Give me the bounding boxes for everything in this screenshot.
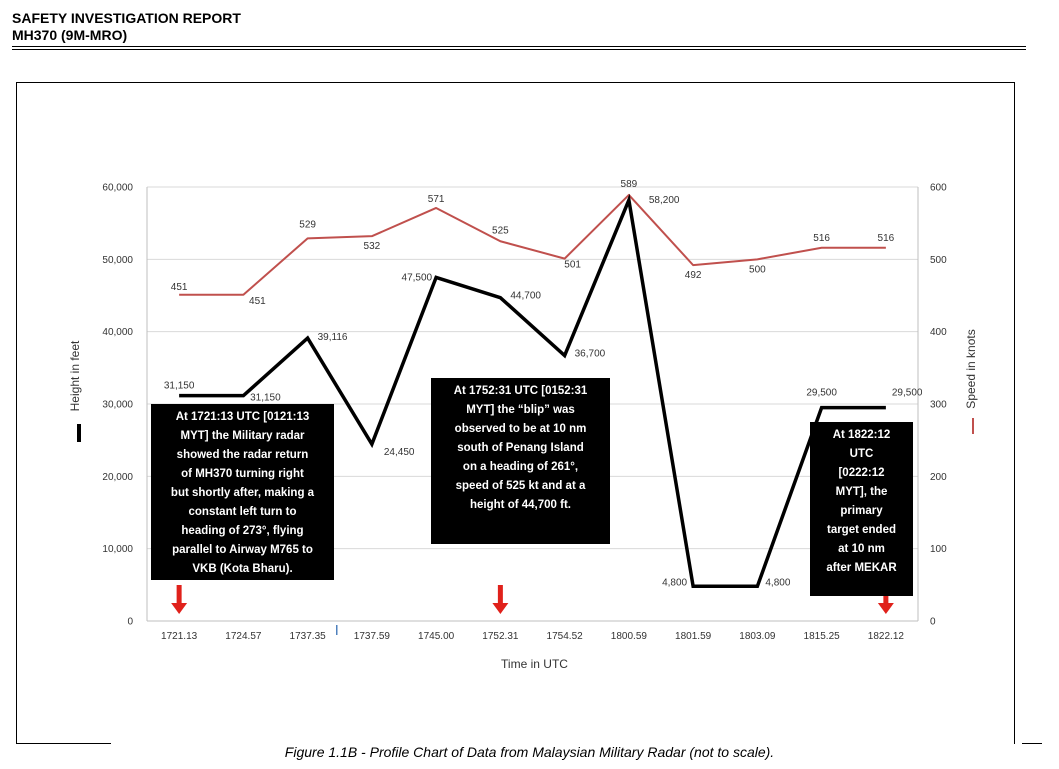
y-right-axis-title: Speed in knots <box>964 329 978 408</box>
speed-data-label: 571 <box>428 194 445 205</box>
frame-bottom-right <box>1022 743 1042 744</box>
annotation-line: of MH370 turning right <box>181 468 304 480</box>
speed-data-label: 451 <box>171 282 188 293</box>
speed-data-label: 516 <box>878 233 895 244</box>
y-left-tick-label: 20,000 <box>102 472 133 483</box>
annotation-line: height of 44,700 ft. <box>470 499 571 511</box>
chart-frame <box>16 82 1015 744</box>
annotation-box-1752: At 1752:31 UTC [0152:31 MYT] the “blip” w… <box>431 378 610 544</box>
annotation-line: south of Penang Island <box>457 442 584 454</box>
speed-data-label: 525 <box>492 225 509 236</box>
frame-bottom-left <box>16 743 111 744</box>
speed-data-label: 529 <box>299 219 316 230</box>
annotation-arrow-shaft <box>497 585 503 608</box>
y-right-tick-label: 300 <box>930 400 947 411</box>
y-right-tick-label: 500 <box>930 255 947 266</box>
x-tick-label: 1800.59 <box>611 631 648 642</box>
x-tick-label: 1737.59 <box>354 631 391 642</box>
speed-data-label: 501 <box>564 260 581 271</box>
speed-data-label: 532 <box>364 241 381 252</box>
height-data-label: 4,800 <box>765 577 790 588</box>
height-data-label: 4,800 <box>662 577 687 588</box>
height-data-label: 58,200 <box>649 195 680 206</box>
y-right-tick-label: 400 <box>930 327 947 338</box>
height-data-label: 39,116 <box>318 332 348 343</box>
annotation-line: heading of 273°, flying <box>181 525 304 537</box>
annotation-line: At 1822:12 <box>832 429 891 441</box>
x-tick-label: 1721.13 <box>161 631 198 642</box>
report-subtitle: MH370 (9M-MRO) <box>12 27 128 43</box>
report-title: SAFETY INVESTIGATION REPORT <box>12 10 241 26</box>
annotation-line: At 1721:13 UTC [0121:13 <box>175 411 310 423</box>
height-data-label: 29,500 <box>892 388 923 399</box>
figure-caption: Figure 1.1B - Profile Chart of Data from… <box>284 744 775 760</box>
annotation-line: but shortly after, making a <box>170 487 315 499</box>
annotation-line: MYT], the <box>835 486 888 498</box>
y-right-tick-label: 100 <box>930 544 947 555</box>
annotation-line: MYT] the “blip” was <box>466 404 575 416</box>
annotation-line: showed the radar return <box>176 449 309 461</box>
speed-data-label: 500 <box>749 264 766 275</box>
y-left-tick-label: 0 <box>127 617 133 628</box>
annotation-line: target ended <box>826 524 896 536</box>
annotation-line: on a heading of 261°, <box>462 461 579 473</box>
x-tick-label: 1822.12 <box>868 631 905 642</box>
height-line <box>179 193 886 589</box>
annotation-line: parallel to Airway M765 to <box>172 544 313 556</box>
x-tick-label: 1737.35 <box>290 631 327 642</box>
annotation-box-1721: At 1721:13 UTC [0121:13 MYT] the Military… <box>151 404 334 580</box>
annotation-line: [0222:12 <box>838 467 885 479</box>
annotation-box-1822: At 1822:12 UTC [0222:12 MYT], the primary tar… <box>810 422 913 596</box>
annotation-arrow-head <box>492 603 509 614</box>
y-left-tick-label: 50,000 <box>102 255 133 266</box>
annotation-arrow-shaft <box>883 585 889 608</box>
annotation-line: after MEKAR <box>826 562 897 574</box>
speed-line <box>179 193 886 296</box>
y-left-tick-label: 10,000 <box>102 544 133 555</box>
height-data-label: 47,500 <box>402 272 433 283</box>
annotation-line: VKB (Kota Bharu). <box>192 563 293 575</box>
speed-data-label: 589 <box>621 179 638 190</box>
x-tick-label: 1752.31 <box>482 631 519 642</box>
annotation-line: MYT] the Military radar <box>180 430 305 442</box>
annotation-line: primary <box>840 505 883 517</box>
y-left-tick-label: 30,000 <box>102 400 133 411</box>
x-tick-label: 1754.52 <box>547 631 584 642</box>
y-left-tick-label: 40,000 <box>102 327 133 338</box>
y-right-tick-label: 200 <box>930 472 947 483</box>
speed-data-label: 451 <box>249 296 266 307</box>
y-right-tick-label: 0 <box>930 617 936 628</box>
height-data-label: 31,150 <box>250 393 281 404</box>
x-tick-label: 1815.25 <box>804 631 841 642</box>
header-rule-bottom <box>12 49 1026 50</box>
x-tick-label: 1801.59 <box>675 631 712 642</box>
annotation-arrow-head <box>877 603 894 614</box>
y-left-tick-label: 60,000 <box>102 183 133 194</box>
height-data-label: 31,150 <box>164 381 195 392</box>
annotation-line: At 1752:31 UTC [0152:31 <box>453 385 588 397</box>
annotation-line: UTC <box>849 448 874 460</box>
height-data-label: 29,500 <box>806 388 837 399</box>
annotation-line: at 10 nm <box>838 543 885 555</box>
x-axis-title: Time in UTC <box>501 657 568 671</box>
speed-data-label: 492 <box>685 270 702 281</box>
annotation-arrow-head <box>171 603 188 614</box>
height-data-label: 36,700 <box>575 349 606 360</box>
y-left-axis-title: Height in feet <box>68 340 82 411</box>
x-tick-label: 1745.00 <box>418 631 455 642</box>
height-data-label: 24,450 <box>384 447 415 458</box>
annotation-arrow-shaft <box>176 585 182 608</box>
annotation-line: constant left turn to <box>188 506 297 518</box>
y-right-tick-label: 600 <box>930 183 947 194</box>
annotation-line: observed to be at 10 nm <box>454 423 587 435</box>
height-data-label: 44,700 <box>510 291 541 302</box>
header-rule-top <box>12 46 1026 47</box>
speed-data-label: 516 <box>813 233 830 244</box>
x-tick-label: 1803.09 <box>739 631 776 642</box>
annotation-line: speed of 525 kt and at a <box>455 480 586 492</box>
x-tick-label: 1724.57 <box>225 631 262 642</box>
